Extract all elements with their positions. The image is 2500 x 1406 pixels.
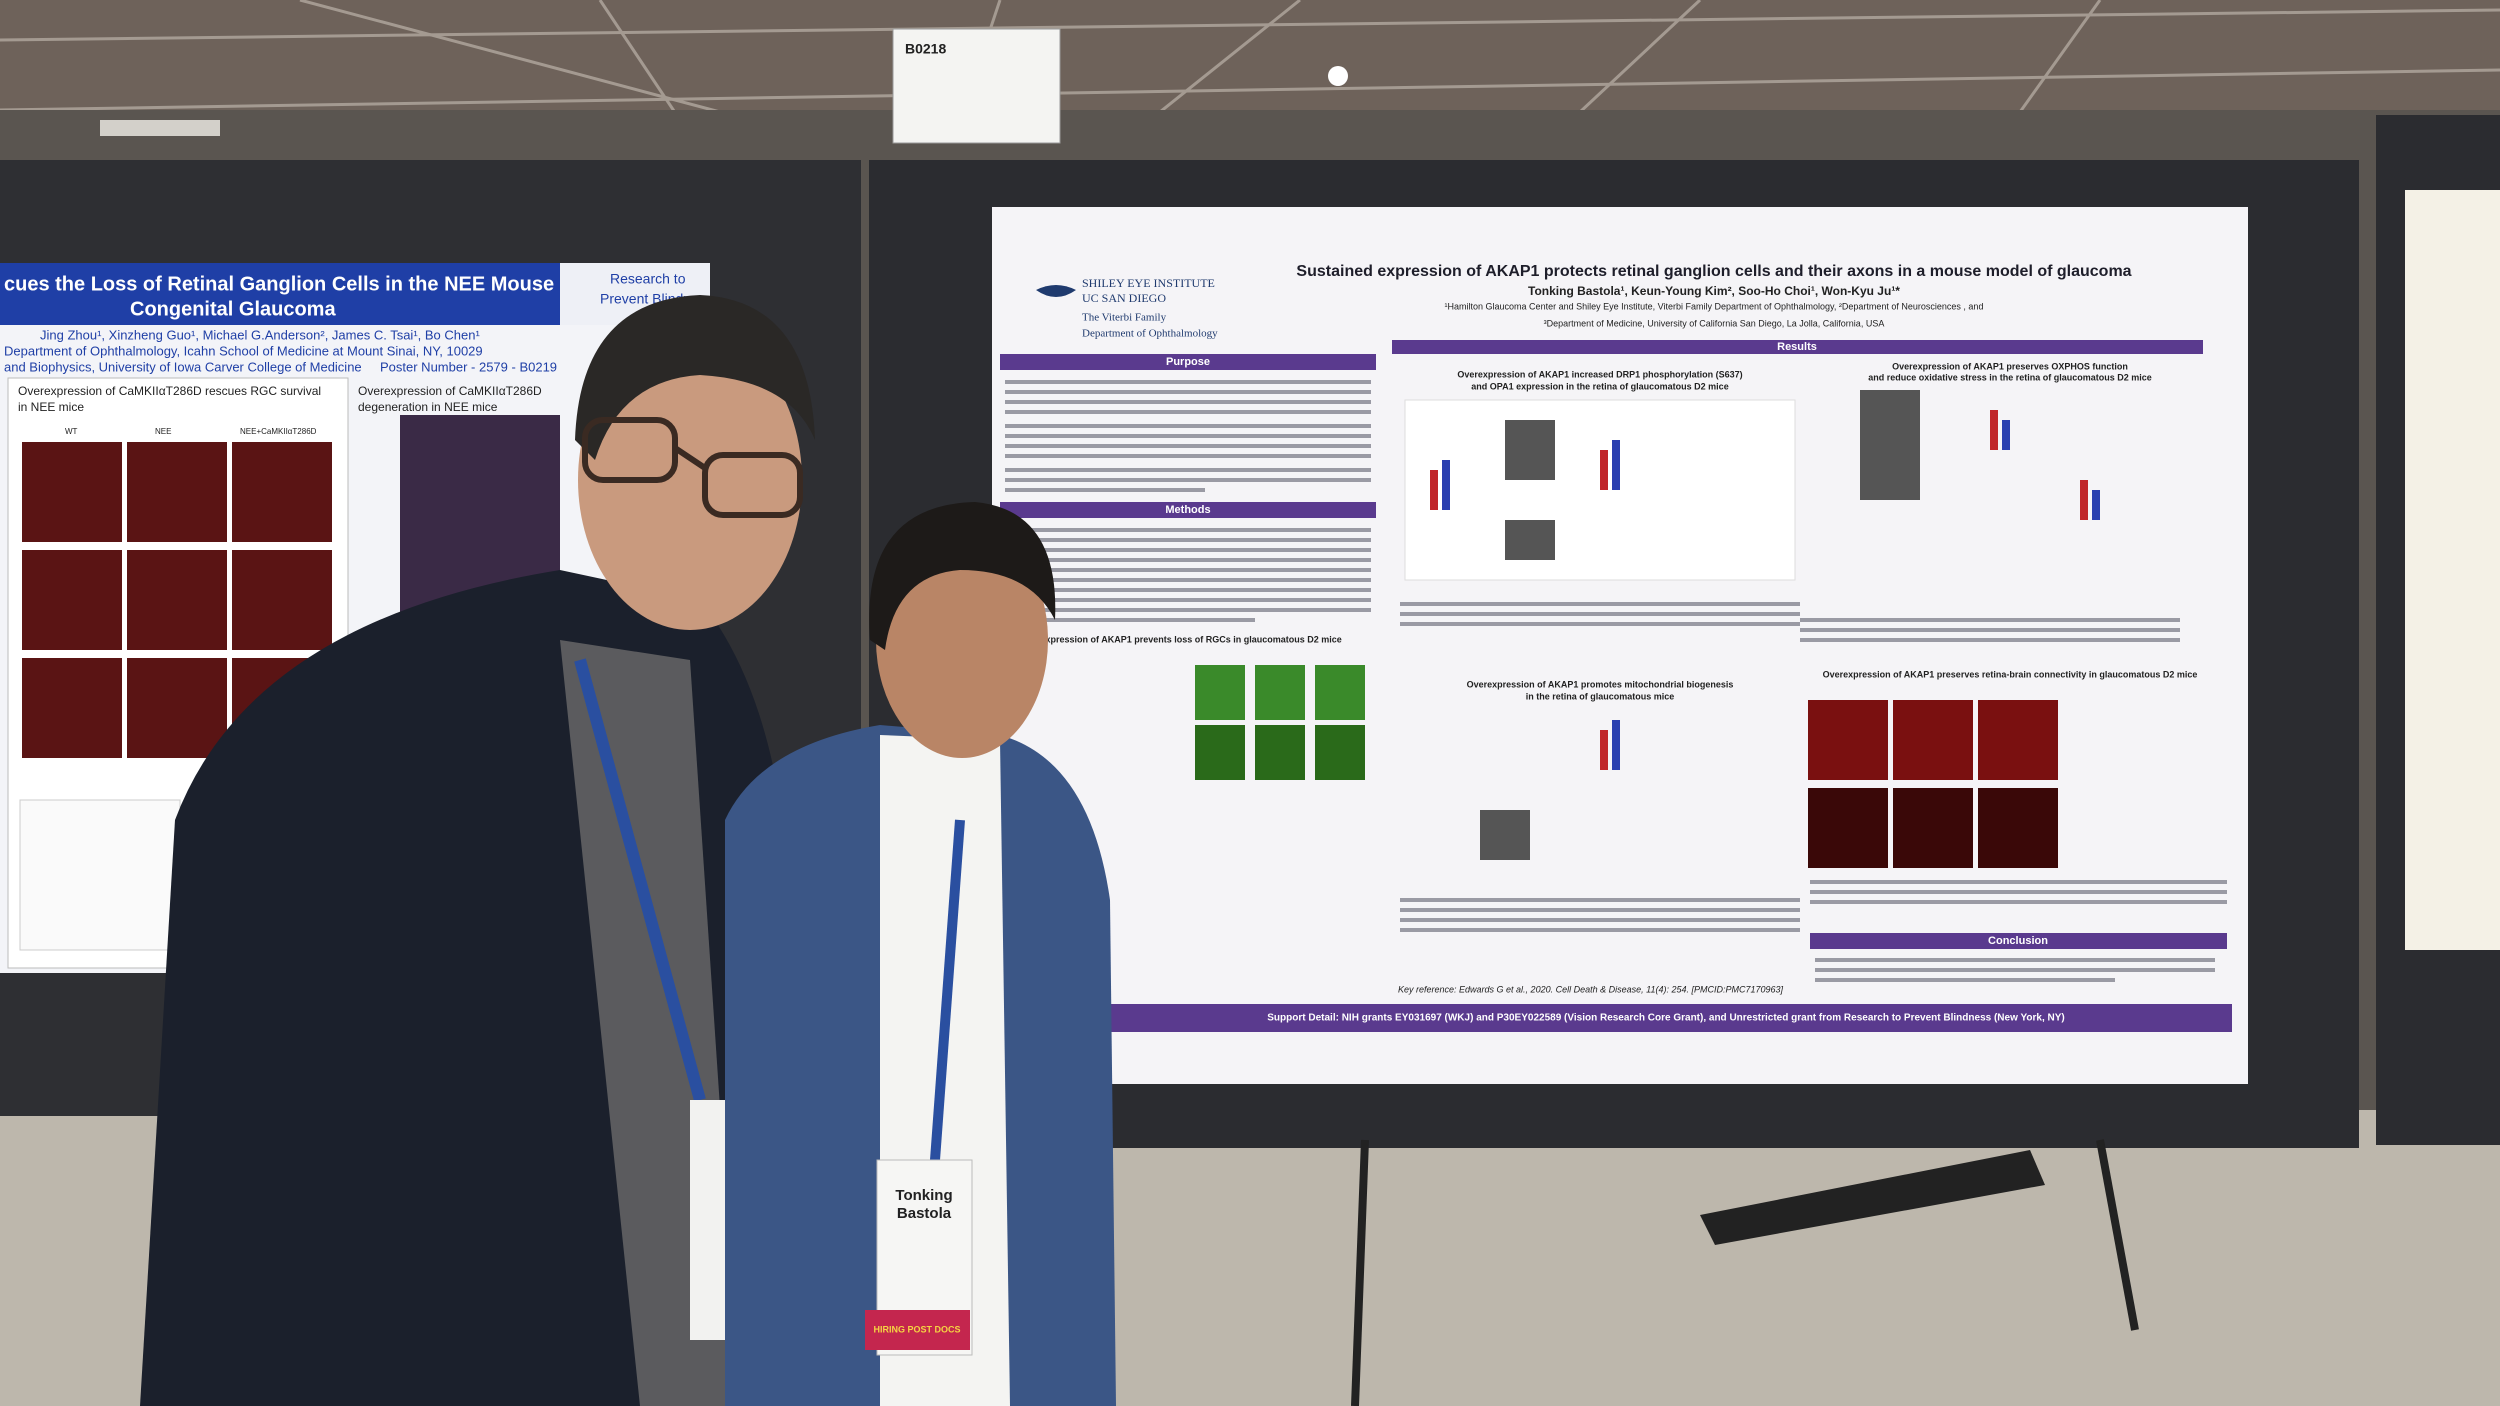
left-poster-authors: and Biophysics, University of Iowa Carve… <box>4 359 362 374</box>
person-left-glasses <box>582 417 803 518</box>
logo-text: SHILEY EYE INSTITUTE <box>1082 276 1215 290</box>
panel-heading: Overexpression of CaMKIIαT286D rescues R… <box>18 384 321 398</box>
stand-leg <box>1351 1139 1369 1406</box>
person-right-hair <box>869 502 1056 650</box>
section-title: Methods <box>1165 504 1210 516</box>
person-left-lanyard <box>574 658 706 1102</box>
poster-title: Sustained expression of AKAP1 protects r… <box>1296 263 2131 280</box>
left-poster-number: Poster Number - 2579 - B0219 <box>380 359 557 374</box>
left-poster-authors: Jing Zhou¹, Xinzheng Guo¹, Michael G.And… <box>40 327 480 342</box>
booth-sign <box>892 28 1061 144</box>
section-title: Results <box>1777 341 1817 353</box>
figure-heading: Overexpression of AKAP1 prevents loss of… <box>1020 634 1342 644</box>
figure-heading: in the retina of glaucomatous mice <box>1526 691 1675 701</box>
column-label: NEE+CaMKIIαT286D <box>240 427 317 436</box>
figure-heading: Overexpression of AKAP1 preserves retina… <box>1823 669 2198 679</box>
badge-first-name: Tonking <box>895 1187 952 1204</box>
poster-authors: Tonking Bastola¹, Keun-Young Kim², Soo-H… <box>1528 284 1900 298</box>
logo-text: The Viterbi Family <box>1082 312 1167 324</box>
section-bar <box>1000 502 1376 518</box>
trusses <box>0 0 2500 162</box>
ceiling-light <box>1328 66 1348 86</box>
left-poster-chart <box>19 799 181 951</box>
column-label: WT <box>65 427 78 436</box>
badge-ribbon-text: HIRING POST DOCS <box>873 1324 960 1334</box>
panel-heading: in NEE mice <box>18 400 84 414</box>
panel-heading: degeneration in NEE mice <box>358 400 498 414</box>
section-title: Purpose <box>1166 356 1210 368</box>
section-bar <box>1000 354 1376 370</box>
support-text: Support Detail: NIH grants EY031697 (WKJ… <box>1267 1013 2064 1024</box>
column-label: NEE <box>155 427 171 436</box>
logo-text: Department of Ophthalmology <box>1082 328 1218 340</box>
left-poster-authors: Department of Ophthalmology, Icahn Schoo… <box>4 343 483 358</box>
panel-heading: Overexpression of CaMKIIαT286D <box>358 384 542 398</box>
section-bar <box>1810 933 2227 949</box>
figure-panel <box>1195 390 2100 868</box>
stand-leg <box>2096 1139 2139 1331</box>
badge-ribbon <box>865 1310 970 1350</box>
left-poster-title: cues the Loss of Retinal Ganglion Cells … <box>4 273 642 295</box>
poster-affiliation: ³Department of Medicine, University of C… <box>1544 318 1885 328</box>
text-block <box>1005 380 2227 982</box>
poster-affiliation: ¹Hamilton Glaucoma Center and Shiley Eye… <box>1445 301 1984 311</box>
badge-last-name: Bastola <box>897 1205 952 1222</box>
logo-text: UC SAN DIEGO <box>1082 291 1166 305</box>
figure-heading: Overexpression of AKAP1 preserves OXPHOS… <box>1892 361 2128 371</box>
person-right-lanyard <box>930 819 965 1161</box>
left-poster-title: Congenital Glaucoma <box>130 298 336 320</box>
booth-number: B0218 <box>905 41 946 57</box>
person-left-face <box>578 330 802 630</box>
left-poster-logo-text: Research to <box>610 271 686 287</box>
support-bar <box>1100 1004 2232 1032</box>
key-reference: Key reference: Edwards G et al., 2020. C… <box>1398 984 1784 994</box>
left-poster-header <box>0 263 560 325</box>
section-title: Conclusion <box>1988 935 2048 947</box>
ceiling-light <box>100 120 220 136</box>
person-left-hair <box>575 295 815 460</box>
section-bar <box>1392 340 2203 354</box>
logo-eye <box>1036 285 1076 297</box>
figure-heading: Overexpression of AKAP1 increased DRP1 p… <box>1457 369 1742 379</box>
figure-heading: and reduce oxidative stress in the retin… <box>1868 372 2152 382</box>
poster-tube <box>1700 1150 2045 1245</box>
right-poster <box>2405 190 2500 950</box>
figure-heading: Overexpression of AKAP1 promotes mitocho… <box>1467 679 1734 689</box>
figure-heading: and OPA1 expression in the retina of gla… <box>1471 381 1728 391</box>
